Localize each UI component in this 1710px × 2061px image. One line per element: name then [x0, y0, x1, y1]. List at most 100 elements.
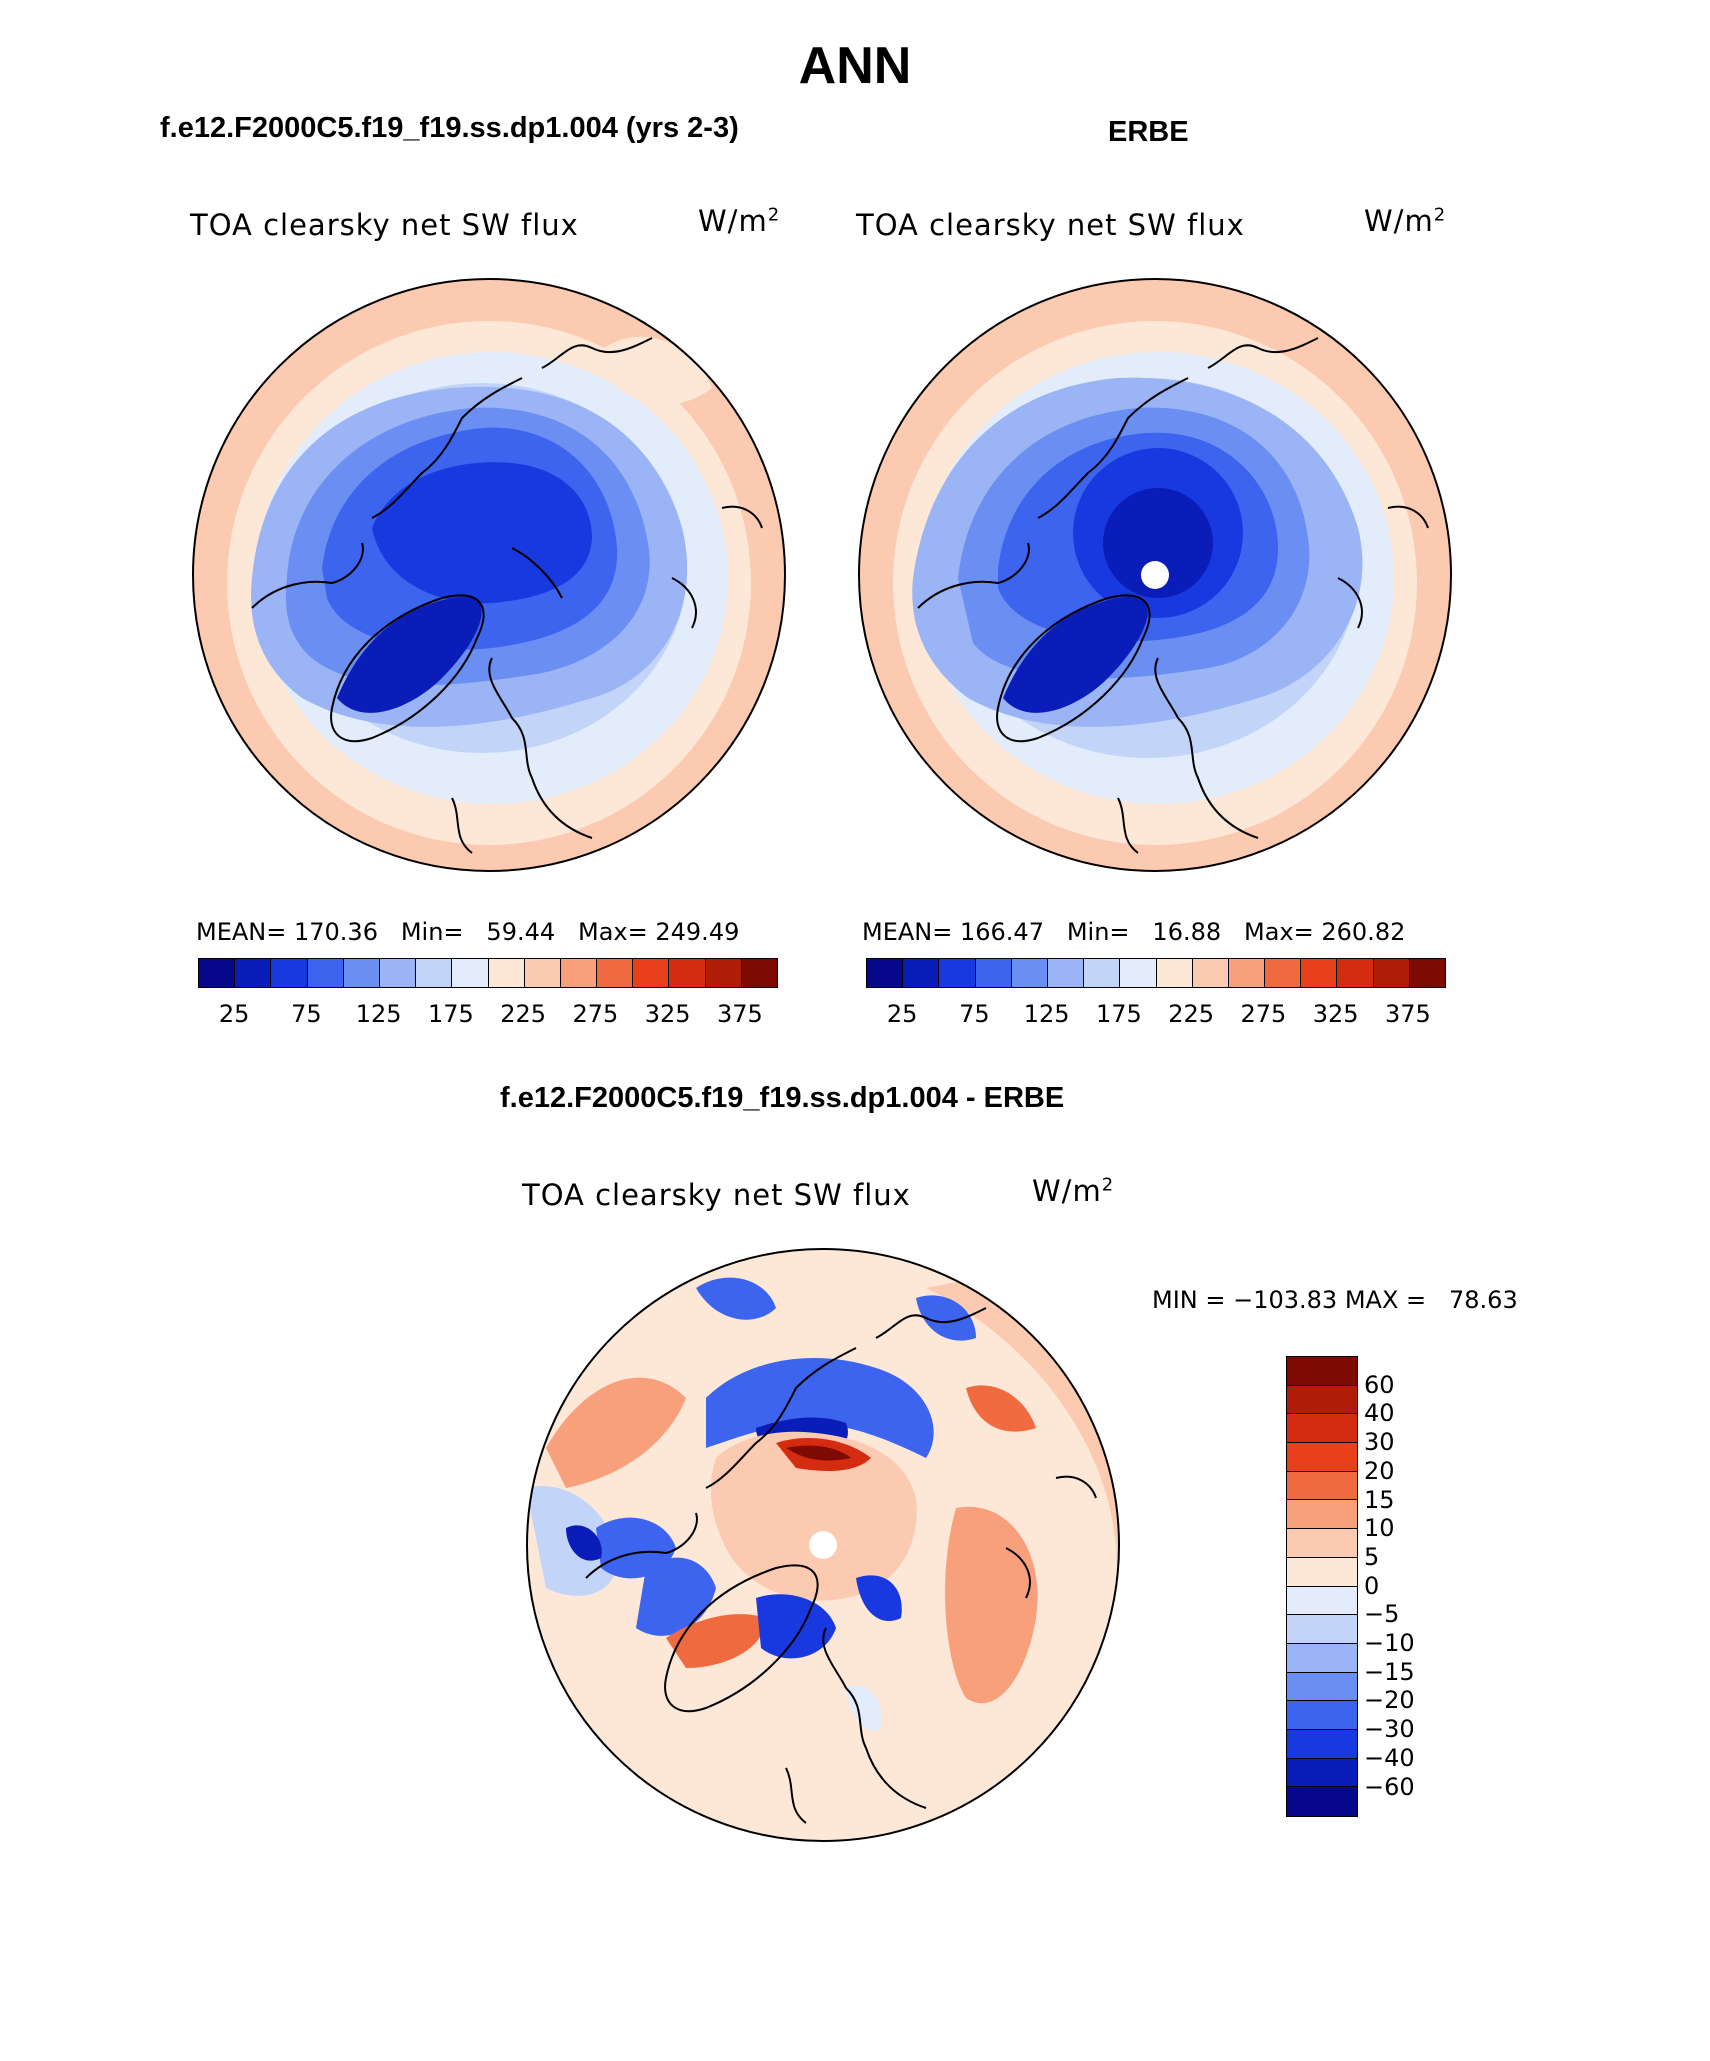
colorbar-cell — [416, 959, 453, 987]
colorbar-tick-label: 5 — [1364, 1542, 1380, 1571]
colorbar-cell — [1287, 1357, 1357, 1386]
colorbar-cell — [379, 959, 417, 987]
panel1-stats: MEAN= 170.36 Min= 59.44 Max= 249.49 — [196, 918, 740, 946]
colorbar-cell — [1265, 959, 1302, 987]
colorbar-cell — [1287, 1500, 1357, 1530]
panel2-subtitle: ERBE — [1108, 116, 1189, 148]
map-difference — [526, 1248, 1120, 1842]
colorbar-difference-labels: 60 40 30 20 15 10 5 0 −5 −10 −15 −20 −30 −40 −60 — [1364, 1356, 1444, 1816]
colorbar-cell — [1287, 1385, 1357, 1415]
colorbar-cell — [1047, 959, 1085, 987]
colorbar-cell — [597, 959, 634, 987]
colorbar-model — [198, 958, 778, 988]
colorbar-cell — [488, 959, 525, 987]
colorbar-cell — [1287, 1787, 1357, 1816]
map-erbe — [858, 278, 1452, 872]
colorbar-erbe-labels: 25 75 125 175 225 275 325 375 — [866, 1000, 1444, 1030]
panel2-stats: MEAN= 166.47 Min= 16.88 Max= 260.82 — [862, 918, 1406, 946]
colorbar-cell — [560, 959, 598, 987]
colorbar-cell — [975, 959, 1012, 987]
colorbar-tick-label: 75 — [291, 1000, 322, 1028]
colorbar-difference — [1286, 1356, 1358, 1817]
colorbar-cell — [199, 959, 236, 987]
colorbar-tick-label: 125 — [1023, 1000, 1070, 1028]
colorbar-cell — [1120, 959, 1157, 987]
colorbar-cell — [1287, 1643, 1357, 1673]
colorbar-tick-label: 175 — [427, 1000, 474, 1028]
colorbar-cell — [307, 959, 344, 987]
colorbar-cell — [235, 959, 272, 987]
colorbar-cell — [1287, 1586, 1357, 1616]
colorbar-cell — [1287, 1471, 1357, 1501]
diff-variable-label: TOA clearsky net SW flux — [522, 1178, 911, 1212]
colorbar-tick-label: 20 — [1364, 1456, 1395, 1485]
colorbar-cell — [1287, 1758, 1357, 1788]
colorbar-cell — [1156, 959, 1193, 987]
panel2-variable-label: TOA clearsky net SW flux — [856, 208, 1245, 242]
colorbar-tick-label: 375 — [716, 1000, 763, 1028]
colorbar-tick-label: 25 — [218, 1000, 250, 1028]
colorbar-cell — [1287, 1443, 1357, 1472]
colorbar-cell — [633, 959, 670, 987]
colorbar-tick-label: 275 — [1240, 1000, 1287, 1028]
diff-units: W/m2 — [1032, 1174, 1115, 1208]
colorbar-cell — [1287, 1672, 1357, 1702]
colorbar-cell — [1287, 1615, 1357, 1644]
figure-title: ANN — [798, 37, 912, 95]
panel1-variable-label: TOA clearsky net SW flux — [190, 208, 579, 242]
map-model — [192, 278, 786, 872]
panel2-units: W/m2 — [1364, 204, 1447, 238]
colorbar-cell — [705, 959, 742, 987]
colorbar-cell — [524, 959, 561, 987]
colorbar-cell — [1287, 1557, 1357, 1587]
colorbar-tick-label: −10 — [1364, 1629, 1415, 1657]
colorbar-tick-label: 225 — [500, 1000, 547, 1028]
colorbar-cell — [1373, 959, 1410, 987]
colorbar-tick-label: 325 — [1312, 1000, 1359, 1028]
colorbar-tick-label: 60 — [1364, 1370, 1395, 1399]
colorbar-cell — [1287, 1529, 1357, 1558]
colorbar-tick-label: −40 — [1364, 1743, 1415, 1772]
colorbar-cell — [271, 959, 308, 987]
colorbar-tick-label: 30 — [1364, 1428, 1395, 1457]
colorbar-cell — [1011, 959, 1048, 987]
colorbar-cell — [1409, 959, 1445, 987]
colorbar-tick-label: 15 — [1364, 1485, 1395, 1514]
panel1-units: W/m2 — [698, 204, 781, 238]
colorbar-tick-label: 225 — [1168, 1000, 1215, 1028]
diff-stats: MIN = −103.83 MAX = 78.63 — [1152, 1286, 1518, 1314]
colorbar-cell — [343, 959, 380, 987]
colorbar-tick-label: −20 — [1364, 1686, 1415, 1715]
colorbar-cell — [1287, 1701, 1357, 1730]
colorbar-cell — [1287, 1414, 1357, 1444]
colorbar-cell — [741, 959, 777, 987]
colorbar-tick-label: 125 — [355, 1000, 402, 1028]
colorbar-cell — [1301, 959, 1338, 987]
colorbar-erbe — [866, 958, 1446, 988]
colorbar-tick-label: 375 — [1384, 1000, 1431, 1028]
colorbar-tick-label: −5 — [1364, 1600, 1400, 1629]
colorbar-tick-label: 75 — [959, 1000, 990, 1028]
colorbar-tick-label: 10 — [1364, 1514, 1395, 1543]
colorbar-tick-label: 275 — [572, 1000, 619, 1028]
colorbar-cell — [1337, 959, 1374, 987]
colorbar-tick-label: 0 — [1364, 1571, 1380, 1600]
colorbar-cell — [1192, 959, 1229, 987]
colorbar-cell — [867, 959, 904, 987]
diff-subtitle: f.e12.F2000C5.f19_f19.ss.dp1.004 - ERBE — [500, 1082, 1065, 1114]
colorbar-tick-label: 325 — [644, 1000, 691, 1028]
colorbar-cell — [452, 959, 489, 987]
colorbar-tick-label: −60 — [1364, 1772, 1415, 1801]
colorbar-tick-label: 175 — [1095, 1000, 1142, 1028]
colorbar-cell — [1084, 959, 1121, 987]
colorbar-cell — [1287, 1729, 1357, 1759]
colorbar-cell — [1228, 959, 1266, 987]
colorbar-tick-label: −15 — [1364, 1657, 1415, 1686]
colorbar-tick-label: 25 — [886, 1000, 918, 1028]
colorbar-cell — [903, 959, 940, 987]
colorbar-tick-label: −30 — [1364, 1715, 1415, 1744]
colorbar-cell — [669, 959, 706, 987]
panel1-subtitle: f.e12.F2000C5.f19_f19.ss.dp1.004 (yrs 2-… — [160, 112, 739, 144]
colorbar-tick-label: 40 — [1364, 1399, 1395, 1428]
colorbar-model-labels: 25 75 125 175 225 275 325 375 — [198, 1000, 776, 1030]
